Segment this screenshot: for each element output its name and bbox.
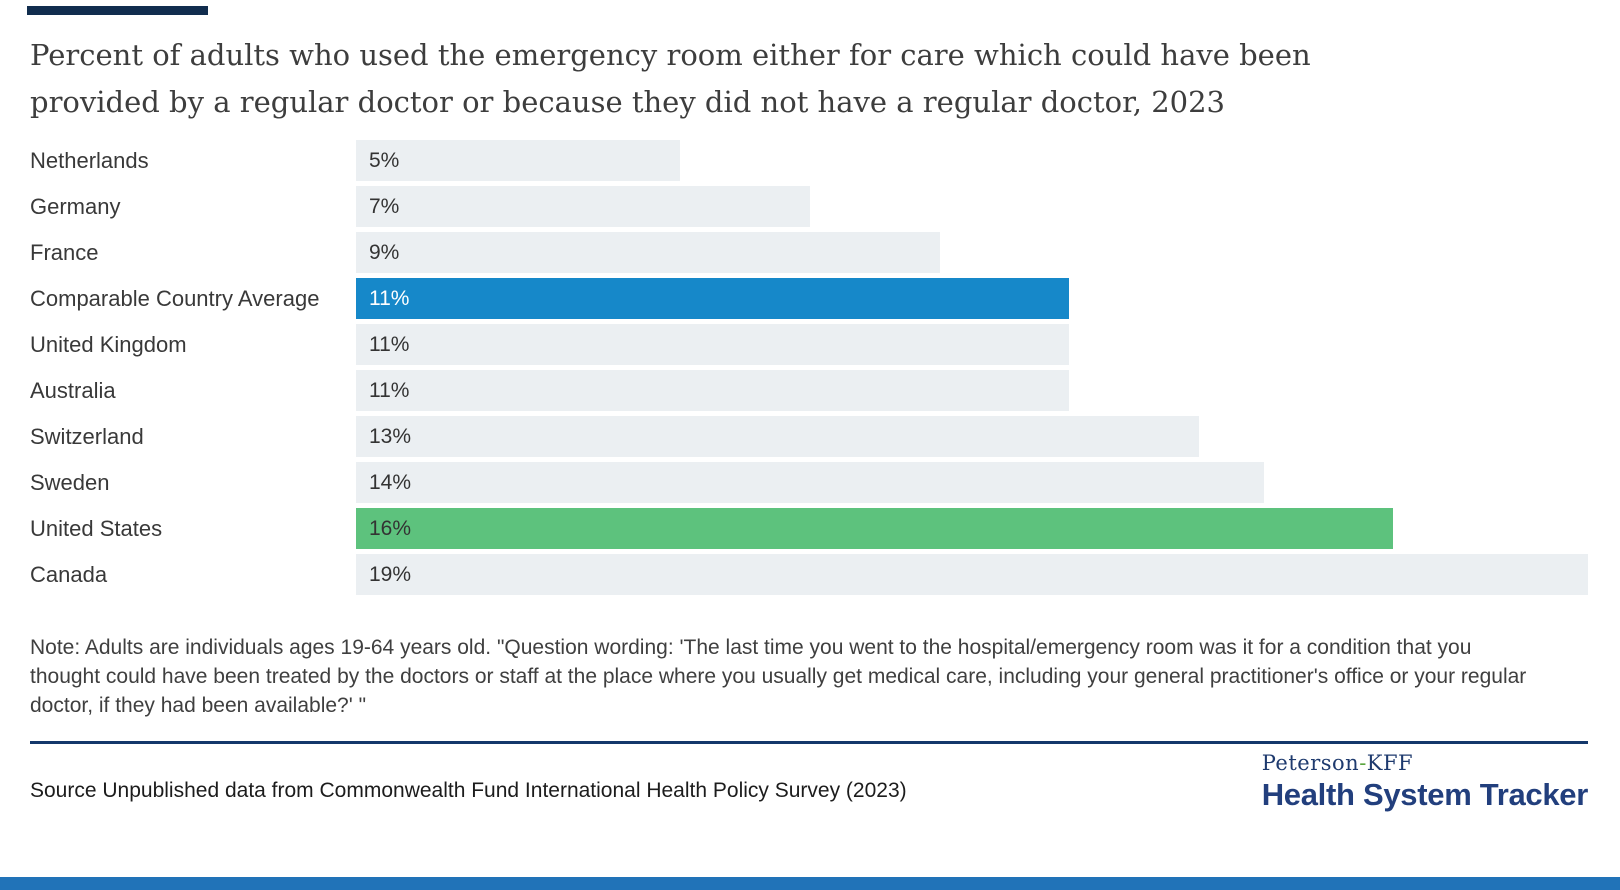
chart-row: France 9% <box>30 232 1620 273</box>
chart-title-line-2: provided by a regular doctor or because … <box>30 85 1226 119</box>
bar-value-label: 19% <box>369 562 412 586</box>
bar-value-label: 14% <box>369 470 412 494</box>
logo-kff: KFF <box>1366 751 1414 775</box>
footer-row: Source Unpublished data from Commonwealt… <box>30 744 1588 813</box>
bar-track: 19% <box>356 554 1588 595</box>
logo-peterson-kff: Peterson-KFF <box>1262 750 1588 776</box>
bar-track: 13% <box>356 416 1588 457</box>
country-label: Netherlands <box>30 148 149 173</box>
bar-chart: Netherlands 5% Germany 7% France 9% Comparable… <box>30 140 1620 595</box>
bar-track: 7% <box>356 186 1588 227</box>
logo-hyphen: - <box>1359 751 1367 775</box>
country-label: Comparable Country Average <box>30 286 320 311</box>
chart-row: Switzerland 13% <box>30 416 1620 457</box>
chart-row: United Kingdom 11% <box>30 324 1620 365</box>
bar: 5% <box>356 140 681 181</box>
bar-value-label: 5% <box>369 148 400 172</box>
source-text: Source Unpublished data from Commonwealt… <box>30 779 907 802</box>
bar-value-label: 11% <box>369 332 410 356</box>
country-label: United States <box>30 516 163 541</box>
country-label: France <box>30 240 99 265</box>
bar: 11% <box>356 278 1070 319</box>
logo-health-system-tracker: Health System Tracker <box>1261 777 1589 812</box>
footer-divider <box>30 741 1588 744</box>
bar-track: 11% <box>356 324 1588 365</box>
chart-row: Australia 11% <box>30 370 1620 411</box>
bar-track: 9% <box>356 232 1588 273</box>
chart-title: Percent of adults who used the emergency… <box>30 32 1500 126</box>
bar-track: 14% <box>356 462 1588 503</box>
country-label: Canada <box>30 562 108 587</box>
bar: 9% <box>356 232 940 273</box>
bar-track: 16% <box>356 508 1588 549</box>
country-label: Germany <box>30 194 121 219</box>
chart-row: Comparable Country Average 11% <box>30 278 1620 319</box>
bar: 19% <box>356 554 1588 595</box>
bar: 16% <box>356 508 1394 549</box>
country-label: United Kingdom <box>30 332 187 357</box>
bar-value-label: 13% <box>369 424 412 448</box>
chart-row: Sweden 14% <box>30 462 1620 503</box>
country-label: Australia <box>30 378 116 403</box>
chart-row: Germany 7% <box>30 186 1620 227</box>
bar-value-label: 11% <box>369 378 410 402</box>
chart-row: Netherlands 5% <box>30 140 1620 181</box>
chart-row: United States 16% <box>30 508 1620 549</box>
country-label: Switzerland <box>30 424 144 449</box>
logo-peterson: Peterson <box>1261 751 1360 775</box>
note-text: Note: Adults are individuals ages 19-64 … <box>30 636 1527 717</box>
bar-value-label: 11% <box>369 286 410 310</box>
bar-track: 11% <box>356 370 1588 411</box>
top-accent-bar <box>27 6 208 15</box>
bar: 11% <box>356 370 1070 411</box>
chart-row: Canada 19% <box>30 554 1620 595</box>
bar-track: 5% <box>356 140 1588 181</box>
bar-track: 11% <box>356 278 1588 319</box>
country-label: Sweden <box>30 470 110 495</box>
bar-value-label: 9% <box>369 240 400 264</box>
chart-title-line-1: Percent of adults who used the emergency… <box>30 38 1311 72</box>
bar: 14% <box>356 462 1264 503</box>
bar: 11% <box>356 324 1070 365</box>
brand-logo: Peterson-KFF Health System Tracker <box>1261 744 1589 813</box>
bar: 7% <box>356 186 810 227</box>
bar: 13% <box>356 416 1199 457</box>
bar-value-label: 7% <box>369 194 400 218</box>
bar-value-label: 16% <box>369 516 412 540</box>
bottom-accent-band <box>0 877 1620 890</box>
